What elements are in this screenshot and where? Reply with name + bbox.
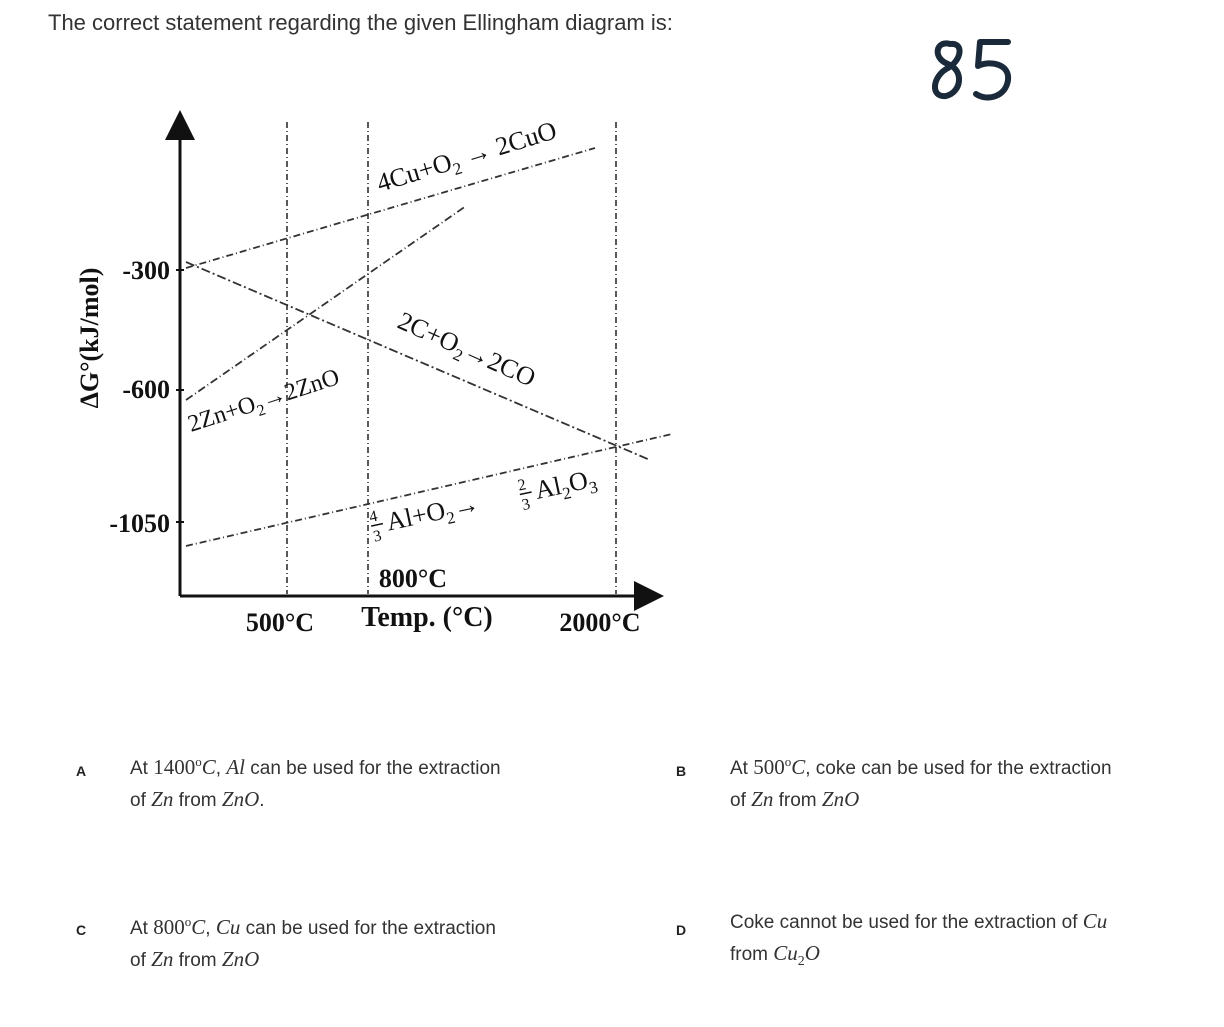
option-d-letter: D [676, 922, 687, 938]
handwritten-annotation [932, 39, 1012, 101]
option-a-letter: A [76, 763, 87, 779]
x-tick-label: 800°C [379, 564, 447, 593]
svg-text:3: 3 [520, 496, 531, 514]
cu-line-label: 4Cu+O2 → 2CuO [373, 116, 561, 202]
cu-line [185, 147, 596, 269]
zn-line [185, 205, 467, 401]
x-axis-label: Temp. (°C) [361, 602, 493, 633]
svg-text:Al+O2→: Al+O2→ [384, 489, 483, 541]
zn-line-label: 2Zn+O2→2ZnO [185, 364, 344, 441]
y-tick-label: -1050 [109, 509, 170, 538]
y-tick-label: -600 [122, 375, 170, 404]
option-d-text: Coke cannot be used for the extraction o… [730, 909, 1108, 969]
option-b-text: At 500oC, coke can be used for the extra… [730, 754, 1112, 811]
al-line-label: 4 3 Al+O2→ 2 3 Al2O3 [368, 464, 600, 545]
svg-text:4: 4 [368, 508, 379, 526]
svg-text:4Cu+O2 → 2CuO: 4Cu+O2 → 2CuO [373, 116, 561, 202]
svg-text:Al2O3: Al2O3 [532, 464, 599, 509]
option-c-text: At 800oC, Cu can be used for the extract… [130, 914, 496, 971]
y-tick-label: -300 [122, 256, 170, 285]
x-tick-label: 500°C [246, 608, 314, 637]
svg-text:2: 2 [516, 476, 527, 494]
x-tick-label: 2000°C [559, 608, 640, 637]
y-axis-label: ΔG°(kJ/mol) [75, 268, 104, 409]
svg-text:3: 3 [372, 527, 383, 545]
svg-text:2Zn+O2→2ZnO: 2Zn+O2→2ZnO [185, 364, 344, 441]
option-a-text: At 1400oC, Al can be used for the extrac… [130, 754, 501, 811]
ellingham-diagram: ΔG°(kJ/mol) -300 -600 -1050 500°C 800°C … [75, 110, 673, 637]
option-b-letter: B [676, 763, 687, 779]
c-line [185, 261, 651, 461]
question-text: The correct statement regarding the give… [48, 10, 673, 35]
option-c-letter: C [76, 922, 87, 938]
c-line-label: 2C+O2→2CO [392, 306, 540, 396]
svg-text:2C+O2→2CO: 2C+O2→2CO [392, 306, 540, 396]
al-line [185, 433, 673, 547]
